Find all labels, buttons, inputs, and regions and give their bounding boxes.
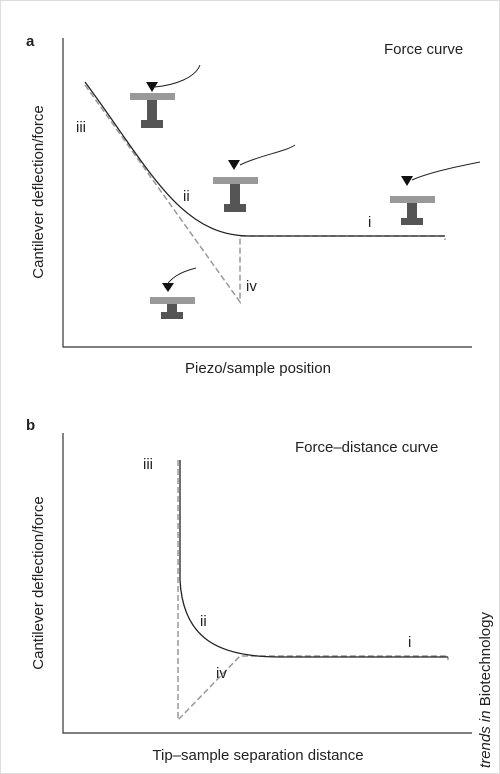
afm-icon bbox=[130, 64, 201, 128]
credit: trends in Biotechnology bbox=[477, 612, 494, 768]
afm-icon bbox=[150, 267, 197, 319]
stage-label: ii bbox=[200, 613, 207, 630]
stage-label: i bbox=[408, 634, 411, 651]
y-axis-label: Cantilever deflection/force bbox=[30, 496, 47, 669]
x-axis-label: Piezo/sample position bbox=[185, 360, 331, 377]
panel-title: Force curve bbox=[384, 41, 463, 58]
stage-label: iv bbox=[216, 665, 227, 682]
panel-b: b Force–distance curve Cantilever deflec… bbox=[26, 417, 472, 764]
stage-label: iv bbox=[246, 278, 257, 295]
axes bbox=[62, 433, 472, 734]
panel-title: Force–distance curve bbox=[295, 439, 438, 456]
x-axis-label: Tip–sample separation distance bbox=[152, 747, 363, 764]
retract-curve bbox=[84, 84, 446, 305]
approach-curve bbox=[84, 81, 445, 237]
stage-label: ii bbox=[183, 188, 190, 205]
stage-label: iii bbox=[76, 119, 86, 136]
panel-a: a Force curve Cantilever deflection/forc… bbox=[26, 33, 481, 377]
y-axis-label: Cantilever deflection/force bbox=[30, 105, 47, 278]
afm-icon bbox=[390, 161, 481, 225]
panel-label: a bbox=[26, 33, 35, 50]
approach-curve bbox=[179, 460, 448, 658]
credit-prefix: trends in bbox=[477, 710, 494, 768]
axes bbox=[62, 38, 472, 348]
credit-journal: Biotechnology bbox=[477, 612, 494, 707]
afm-icon bbox=[213, 144, 296, 212]
stage-label: i bbox=[368, 214, 371, 231]
panel-label: b bbox=[26, 417, 35, 434]
stage-label: iii bbox=[143, 456, 153, 473]
